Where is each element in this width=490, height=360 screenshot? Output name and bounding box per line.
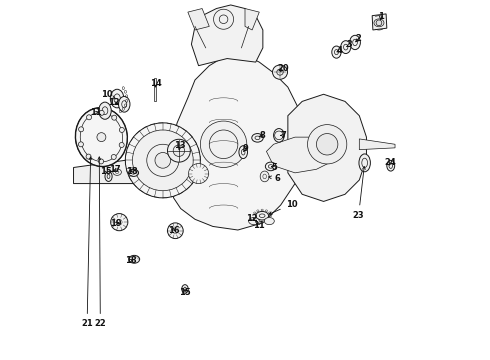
Circle shape: [99, 111, 104, 115]
Polygon shape: [359, 139, 395, 150]
Ellipse shape: [239, 146, 247, 158]
Text: 14: 14: [150, 79, 162, 88]
Polygon shape: [74, 158, 138, 184]
Circle shape: [119, 143, 124, 148]
Circle shape: [155, 153, 171, 168]
Polygon shape: [288, 94, 367, 202]
Text: 19: 19: [110, 219, 122, 228]
Circle shape: [168, 223, 183, 239]
Text: 5: 5: [271, 163, 277, 172]
Ellipse shape: [129, 255, 140, 263]
Ellipse shape: [75, 108, 127, 167]
Ellipse shape: [119, 96, 130, 112]
Ellipse shape: [359, 154, 370, 172]
Circle shape: [112, 115, 117, 120]
Text: 17: 17: [109, 165, 121, 174]
Ellipse shape: [110, 89, 124, 108]
Text: 7: 7: [281, 131, 287, 140]
Text: 4: 4: [337, 46, 343, 55]
Polygon shape: [188, 9, 209, 30]
Circle shape: [317, 134, 338, 155]
Ellipse shape: [113, 169, 122, 175]
Ellipse shape: [248, 217, 259, 225]
Ellipse shape: [374, 19, 384, 27]
Circle shape: [125, 123, 200, 198]
Ellipse shape: [252, 134, 263, 142]
Text: 18: 18: [125, 167, 137, 176]
Circle shape: [376, 20, 382, 26]
Ellipse shape: [105, 171, 112, 181]
Text: 2: 2: [356, 35, 362, 44]
Ellipse shape: [97, 133, 106, 141]
Circle shape: [87, 115, 92, 120]
Circle shape: [120, 127, 124, 132]
Text: 22: 22: [95, 157, 106, 328]
Text: 15: 15: [179, 288, 191, 297]
Text: 11: 11: [253, 221, 265, 230]
Text: 23: 23: [353, 167, 366, 220]
Text: 13: 13: [174, 141, 186, 150]
Text: 10: 10: [269, 200, 297, 214]
Circle shape: [98, 159, 103, 164]
Text: 21: 21: [81, 157, 93, 328]
Polygon shape: [245, 9, 259, 30]
Circle shape: [78, 127, 84, 132]
Ellipse shape: [98, 102, 111, 119]
Circle shape: [214, 9, 234, 29]
Ellipse shape: [260, 171, 269, 182]
Text: 24: 24: [385, 158, 396, 167]
Circle shape: [189, 163, 209, 184]
Ellipse shape: [272, 65, 288, 79]
Text: 1: 1: [378, 12, 384, 21]
Text: 12: 12: [246, 214, 258, 223]
Ellipse shape: [128, 169, 139, 176]
Text: 10: 10: [100, 90, 115, 99]
Text: 12: 12: [108, 98, 120, 107]
Circle shape: [132, 130, 193, 191]
Circle shape: [200, 121, 247, 167]
Circle shape: [86, 154, 91, 159]
Circle shape: [173, 145, 185, 157]
Text: 20: 20: [277, 64, 289, 73]
Ellipse shape: [266, 162, 276, 171]
Ellipse shape: [264, 217, 274, 225]
Polygon shape: [372, 14, 387, 30]
Ellipse shape: [350, 35, 360, 50]
Text: 9: 9: [242, 144, 248, 153]
Ellipse shape: [273, 129, 284, 142]
Text: 11: 11: [90, 108, 101, 117]
Text: 3: 3: [347, 40, 352, 49]
Text: 8: 8: [259, 131, 265, 140]
Circle shape: [78, 142, 83, 147]
Ellipse shape: [341, 41, 351, 54]
Text: 18: 18: [125, 256, 137, 265]
Circle shape: [147, 144, 179, 176]
Text: 16: 16: [169, 225, 180, 234]
Polygon shape: [170, 55, 302, 230]
Ellipse shape: [182, 285, 188, 293]
Circle shape: [308, 125, 347, 164]
Ellipse shape: [387, 160, 394, 171]
Circle shape: [111, 213, 128, 231]
Ellipse shape: [256, 211, 269, 220]
Text: 6: 6: [269, 174, 281, 183]
Ellipse shape: [332, 46, 341, 58]
Polygon shape: [267, 137, 338, 173]
Polygon shape: [192, 5, 263, 66]
Circle shape: [111, 154, 116, 159]
Text: 15: 15: [100, 167, 112, 176]
Circle shape: [168, 139, 190, 162]
Polygon shape: [153, 78, 156, 102]
